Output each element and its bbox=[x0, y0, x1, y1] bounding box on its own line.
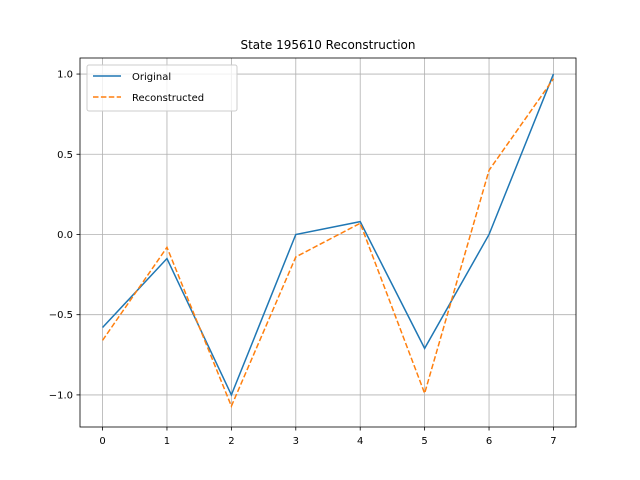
y-axis: −1.0 −0.5 0.0 0.5 1.0 bbox=[49, 70, 80, 401]
legend-label-reconstructed: Reconstructed bbox=[132, 93, 204, 104]
x-tick-label: 0 bbox=[99, 436, 105, 447]
x-axis: 0 1 2 3 4 5 6 7 bbox=[99, 427, 557, 447]
chart-title: State 195610 Reconstruction bbox=[240, 38, 415, 52]
x-tick-label: 1 bbox=[164, 436, 170, 447]
y-tick-label: 0.5 bbox=[57, 150, 73, 161]
series-line-original bbox=[101, 73, 555, 397]
x-tick-label: 2 bbox=[228, 436, 234, 447]
y-tick-label: 1.0 bbox=[57, 70, 73, 81]
x-tick-label: 4 bbox=[357, 436, 363, 447]
plot-frame bbox=[79, 57, 577, 428]
x-tick-label: 5 bbox=[421, 436, 427, 447]
legend-label-original: Original bbox=[132, 72, 171, 83]
legend: Original Reconstructed bbox=[86, 64, 238, 112]
series-lines bbox=[101, 73, 555, 409]
y-tick-label: −0.5 bbox=[49, 310, 73, 321]
legend-box bbox=[86, 64, 238, 112]
y-tick-label: 0.0 bbox=[57, 230, 73, 241]
series-line-reconstructed bbox=[101, 78, 555, 409]
grid bbox=[80, 58, 576, 427]
x-tick-label: 3 bbox=[293, 436, 299, 447]
x-tick-label: 7 bbox=[550, 436, 556, 447]
y-tick-label: −1.0 bbox=[49, 390, 73, 401]
x-tick-label: 6 bbox=[486, 436, 492, 447]
